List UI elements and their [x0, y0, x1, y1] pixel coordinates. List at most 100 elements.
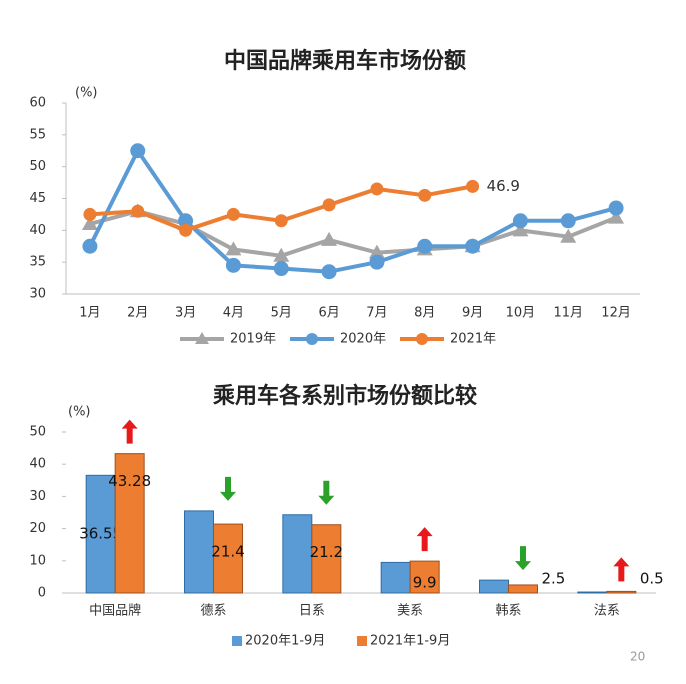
point [82, 238, 98, 254]
point [274, 214, 288, 228]
legend-label: 2020年 [340, 332, 386, 347]
point [418, 188, 432, 202]
y-tick-label: 35 [29, 255, 46, 270]
point [417, 238, 433, 254]
y-tick-label: 50 [29, 159, 46, 174]
point [179, 223, 193, 237]
arrow-up [416, 527, 433, 552]
x-tick-label: 美系 [397, 604, 423, 619]
arrow-down [220, 476, 236, 501]
point [560, 228, 577, 243]
x-tick-label: 日系 [299, 604, 325, 619]
point [321, 231, 338, 246]
data-label: 36.55 [79, 525, 122, 543]
y-tick-label: 60 [29, 96, 46, 111]
data-label: 9.9 [413, 574, 437, 592]
chart-title: 乘用车各系别市场份额比较 [212, 383, 477, 409]
y-tick-label: 50 [29, 425, 46, 440]
point [512, 213, 528, 229]
y-tick-label: 30 [29, 489, 46, 504]
arrow-up [613, 557, 630, 582]
point [465, 238, 481, 254]
point [322, 198, 336, 212]
x-tick-label: 8月 [414, 306, 435, 321]
bar [409, 560, 440, 594]
y-tick-label: 55 [29, 127, 46, 142]
bar [479, 579, 509, 594]
legend-swatch [357, 636, 367, 646]
bar [577, 591, 608, 594]
bar [184, 510, 214, 594]
y-tick-label: 40 [29, 457, 46, 472]
watermark: 20 [630, 650, 645, 664]
arrow-down [318, 480, 335, 505]
point [512, 222, 529, 237]
legend-marker [195, 332, 209, 344]
point [81, 215, 98, 230]
point [131, 204, 145, 218]
legend-marker [306, 333, 318, 345]
y-tick-label: 20 [29, 521, 46, 536]
x-tick-label: 1月 [79, 306, 100, 321]
y-tick-label: 40 [29, 223, 46, 238]
point [226, 207, 240, 221]
y-tick-label: 10 [29, 553, 46, 568]
legend-label: 2021年 [450, 332, 496, 347]
x-tick-label: 2月 [127, 306, 148, 321]
y-tick-label: 0 [38, 586, 46, 601]
series-line [88, 148, 617, 274]
y-axis-unit: (%) [75, 86, 98, 101]
point [321, 264, 337, 280]
data-label: 0.5 [640, 570, 664, 588]
x-tick-label: 9月 [462, 306, 483, 321]
data-label: 2.5 [542, 570, 566, 588]
point [370, 182, 384, 196]
x-tick-label: 7月 [366, 306, 387, 321]
x-tick-label: 法系 [594, 604, 620, 619]
bar [311, 524, 342, 594]
arrow-down [515, 546, 531, 571]
data-label: 46.9 [487, 177, 520, 195]
bar [114, 453, 145, 594]
x-tick-label: 3月 [175, 306, 196, 321]
legend-swatch [232, 636, 242, 646]
bar [282, 514, 313, 594]
point [560, 213, 576, 229]
data-label: 21.4 [211, 543, 244, 561]
bar [213, 523, 243, 594]
point [369, 254, 385, 270]
y-tick-label: 30 [29, 287, 46, 302]
x-tick-label: 11月 [553, 306, 583, 321]
point [608, 209, 625, 224]
point [83, 207, 97, 221]
point [225, 257, 241, 273]
y-tick-label: 45 [29, 191, 46, 206]
bar [380, 561, 411, 594]
legend-label: 2020年1-9月 [245, 634, 325, 649]
point [608, 200, 624, 216]
chart-title: 中国品牌乘用车市场份额 [224, 48, 466, 74]
arrow-up [121, 419, 138, 444]
point [130, 143, 146, 159]
point [178, 213, 194, 229]
bar [606, 590, 637, 594]
data-label: 43.28 [108, 472, 151, 490]
x-tick-label: 12月 [601, 306, 631, 321]
x-tick-label: 韩系 [495, 604, 521, 619]
y-axis-unit: (%) [68, 405, 91, 420]
bar [508, 584, 538, 594]
x-tick-label: 5月 [271, 306, 292, 321]
point [368, 244, 385, 259]
x-tick-label: 6月 [318, 306, 339, 321]
x-tick-label: 10月 [506, 306, 536, 321]
bar [85, 474, 116, 594]
x-tick-label: 德系 [200, 604, 226, 619]
point [225, 241, 242, 256]
x-tick-label: 中国品牌 [89, 603, 141, 619]
legend-label: 2021年1-9月 [370, 634, 450, 649]
x-tick-label: 4月 [223, 306, 244, 321]
data-label: 21.2 [310, 543, 343, 561]
legend-label: 2019年 [230, 332, 276, 347]
series-line [89, 209, 617, 258]
